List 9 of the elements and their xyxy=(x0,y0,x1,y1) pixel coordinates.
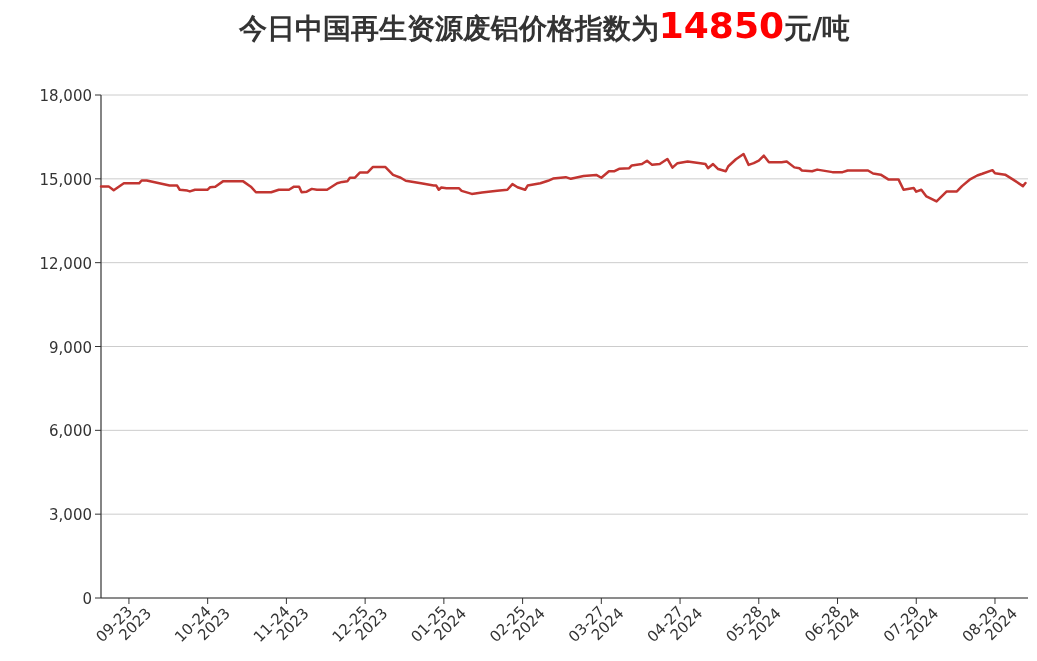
chart-title: 今日中国再生资源废铝价格指数为14850元/吨 xyxy=(237,5,851,46)
y-tick-label: 3,000 xyxy=(49,506,92,525)
line-series xyxy=(99,152,1027,203)
y-tick-label: 9,000 xyxy=(49,338,92,357)
y-tick-label: 0 xyxy=(82,590,92,608)
y-tick-label: 15,000 xyxy=(39,170,92,189)
y-tick-label: 6,000 xyxy=(49,422,92,441)
y-tick-label: 12,000 xyxy=(39,254,92,273)
y-tick-label: 18,000 xyxy=(39,87,92,105)
